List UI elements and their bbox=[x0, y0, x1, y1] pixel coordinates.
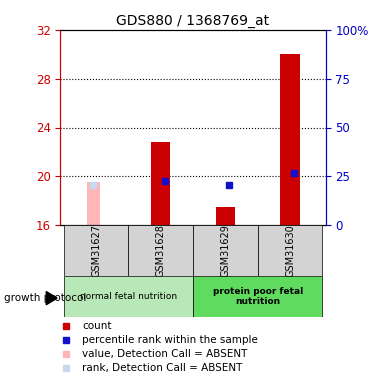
Text: GSM31629: GSM31629 bbox=[220, 224, 230, 277]
Text: value, Detection Call = ABSENT: value, Detection Call = ABSENT bbox=[83, 349, 248, 359]
Polygon shape bbox=[46, 291, 57, 305]
Bar bbox=[258, 225, 323, 276]
Bar bbox=[280, 54, 300, 225]
Text: count: count bbox=[83, 321, 112, 331]
Text: rank, Detection Call = ABSENT: rank, Detection Call = ABSENT bbox=[83, 363, 243, 373]
Bar bbox=[193, 225, 258, 276]
Text: GSM31630: GSM31630 bbox=[285, 224, 295, 277]
Bar bbox=[151, 142, 170, 225]
Bar bbox=[87, 182, 100, 225]
Bar bbox=[128, 225, 193, 276]
Text: GSM31628: GSM31628 bbox=[156, 224, 166, 277]
Text: percentile rank within the sample: percentile rank within the sample bbox=[83, 335, 258, 345]
Bar bbox=[64, 225, 128, 276]
Text: protein poor fetal
nutrition: protein poor fetal nutrition bbox=[213, 286, 303, 306]
Bar bbox=[216, 207, 235, 225]
Bar bbox=[64, 276, 193, 317]
Text: GSM31627: GSM31627 bbox=[91, 224, 101, 277]
Text: normal fetal nutrition: normal fetal nutrition bbox=[80, 292, 177, 301]
Title: GDS880 / 1368769_at: GDS880 / 1368769_at bbox=[117, 13, 269, 28]
Text: growth protocol: growth protocol bbox=[4, 293, 86, 303]
Bar bbox=[193, 276, 323, 317]
